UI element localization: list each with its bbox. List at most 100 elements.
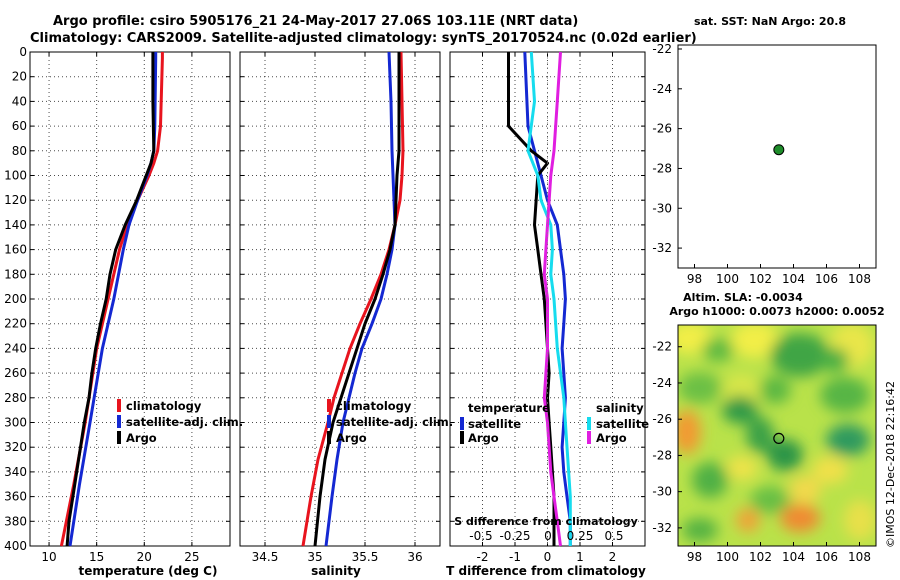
heatmap-blob-green — [722, 396, 758, 424]
x-tick-label: 36 — [407, 550, 422, 564]
legend-argo: Argo — [126, 431, 157, 445]
x-tick-label: 2 — [609, 550, 617, 564]
legend-salinity-title: salinity — [596, 401, 644, 415]
title-line-1: Argo profile: csiro 5905176_21 24-May-20… — [53, 14, 578, 29]
heatmap-blob-green — [767, 439, 803, 471]
heatmap-blob-teal — [826, 424, 870, 456]
heatmap-blob-orange — [780, 504, 820, 532]
heatmap-blob-green — [759, 376, 791, 404]
x-tick-label: 35 — [307, 550, 322, 564]
difference-xlabel: T difference from climatology — [446, 564, 646, 578]
series-line-argo — [65, 52, 156, 547]
heatmap-blob-green — [750, 486, 790, 514]
heatmap-blob-orange — [736, 508, 760, 532]
s-tick-label: 0.25 — [567, 529, 594, 543]
sla-title: Altim. SLA: -0.0034 — [683, 291, 803, 304]
legend-t-satellite: satellite — [468, 417, 521, 431]
temperature-panel: 0 20 40 60 80 100 120 140 160 180 200 220 240 260 280 3… — [4, 45, 231, 564]
y-tick-label: 0 — [19, 45, 27, 59]
map-x-tick-label: 100 — [716, 550, 739, 564]
salinity-xlabel: salinity — [311, 564, 361, 578]
heatmap-blob-yellow — [731, 325, 779, 358]
heatmap-blob-green — [746, 417, 774, 453]
y-tick-label: 220 — [4, 317, 27, 331]
temperature-legend: climatology satellite-adj. clim. Argo — [117, 399, 243, 445]
y-tick-label: 120 — [4, 193, 27, 207]
salinity-legend: climatology satellite-adj. clim. Argo — [327, 399, 453, 445]
legend-s-argo: Argo — [596, 431, 627, 445]
map-x-tick-label: 102 — [749, 550, 772, 564]
y-tick-label: 40 — [12, 94, 27, 108]
x-tick-label: 0 — [544, 550, 552, 564]
sla-map: 98 100 102 104 106 108 -22 -24 -26 -28 -30 -32 — [652, 324, 877, 564]
legend-argo: Argo — [336, 431, 367, 445]
sst-map-frame — [677, 44, 877, 269]
title-line-2: Climatology: CARS2009. Satellite-adjuste… — [30, 31, 697, 46]
legend-t-argo: Argo — [468, 431, 499, 445]
map-y-tick-label: -24 — [652, 82, 672, 96]
legend-satellite-adj: satellite-adj. clim. — [126, 415, 243, 429]
y-tick-label: 80 — [12, 144, 27, 158]
legend-swatch-black — [327, 431, 331, 444]
y-tick-label: 20 — [12, 70, 27, 84]
heatmap-blob-yellow — [789, 476, 821, 504]
difference-panel: -2 -1 0 1 2 -0.5 -0.25 0 0.25 0.5 — [449, 51, 646, 564]
y-tick-label: 260 — [4, 366, 27, 380]
y-tick-label: 320 — [4, 440, 27, 454]
heatmap-blob-green — [678, 372, 722, 404]
y-tick-label: 60 — [12, 119, 27, 133]
heatmap-blob-green — [702, 338, 734, 362]
heatmap-blob-green — [770, 333, 830, 377]
legend-satellite-adj: satellite-adj. clim. — [336, 415, 453, 429]
y-tick-label: 340 — [4, 465, 27, 479]
x-tick-label: 15 — [89, 550, 104, 564]
series-line-salinity-satellite — [526, 51, 572, 546]
map-y-tick-label: -30 — [652, 201, 672, 215]
s-tick-label: 0 — [544, 529, 552, 543]
legend-swatch-black — [117, 431, 121, 444]
map-y-tick-label: -22 — [652, 340, 672, 354]
y-tick-label: 200 — [4, 292, 27, 306]
y-tick-label: 240 — [4, 341, 27, 355]
map-y-tick-label: -32 — [652, 241, 672, 255]
y-tick-label: 180 — [4, 267, 27, 281]
legend-swatch-magenta — [587, 431, 591, 444]
salinity-panel: 34.5 35 35.5 36 — [239, 51, 441, 564]
s-tick-label: 0.5 — [604, 529, 623, 543]
map-x-tick-label: 98 — [687, 272, 702, 286]
legend-swatch-blue — [327, 415, 331, 428]
series-line-temperature-satellite — [523, 51, 572, 546]
legend-temperature-title: temperature — [468, 401, 550, 415]
y-tick-label: 400 — [4, 539, 27, 553]
x-tick-label: -2 — [477, 550, 489, 564]
s-tick-label: -0.5 — [469, 529, 492, 543]
x-tick-label: 34.5 — [252, 550, 279, 564]
legend-climatology: climatology — [336, 399, 412, 413]
y-tick-label: 160 — [4, 243, 27, 257]
map-y-tick-label: -28 — [652, 161, 672, 175]
legend-swatch-blue — [460, 417, 464, 430]
s-difference-label: S difference from climatology — [454, 515, 638, 528]
map-y-tick-label: -24 — [652, 376, 672, 390]
series-line-satellite-adj-clim- — [324, 51, 397, 547]
difference-legend: temperature satellite Argo salinity sate… — [460, 401, 649, 445]
legend-swatch-cyan — [587, 417, 591, 430]
heatmap-blob-orange — [678, 410, 701, 454]
argo-position-marker — [773, 432, 785, 444]
y-tick-label: 140 — [4, 218, 27, 232]
heatmap-blob-yellow — [812, 456, 848, 484]
x-tick-label: 25 — [184, 550, 199, 564]
legend-swatch-red — [117, 399, 121, 412]
heatmap-blob-green — [821, 348, 849, 372]
map-x-tick-label: 104 — [782, 550, 805, 564]
map-x-tick-label: 102 — [749, 272, 772, 286]
legend-s-satellite: satellite — [596, 417, 649, 431]
map-x-tick-label: 108 — [848, 272, 871, 286]
x-tick-label: -1 — [509, 550, 521, 564]
series-line-climatology — [301, 51, 405, 547]
sla-subtitle: Argo h1000: 0.0073 h2000: 0.0052 — [669, 305, 884, 318]
heatmap-blob-green — [692, 462, 728, 498]
map-x-tick-label: 100 — [716, 272, 739, 286]
map-y-tick-label: -30 — [652, 485, 672, 499]
